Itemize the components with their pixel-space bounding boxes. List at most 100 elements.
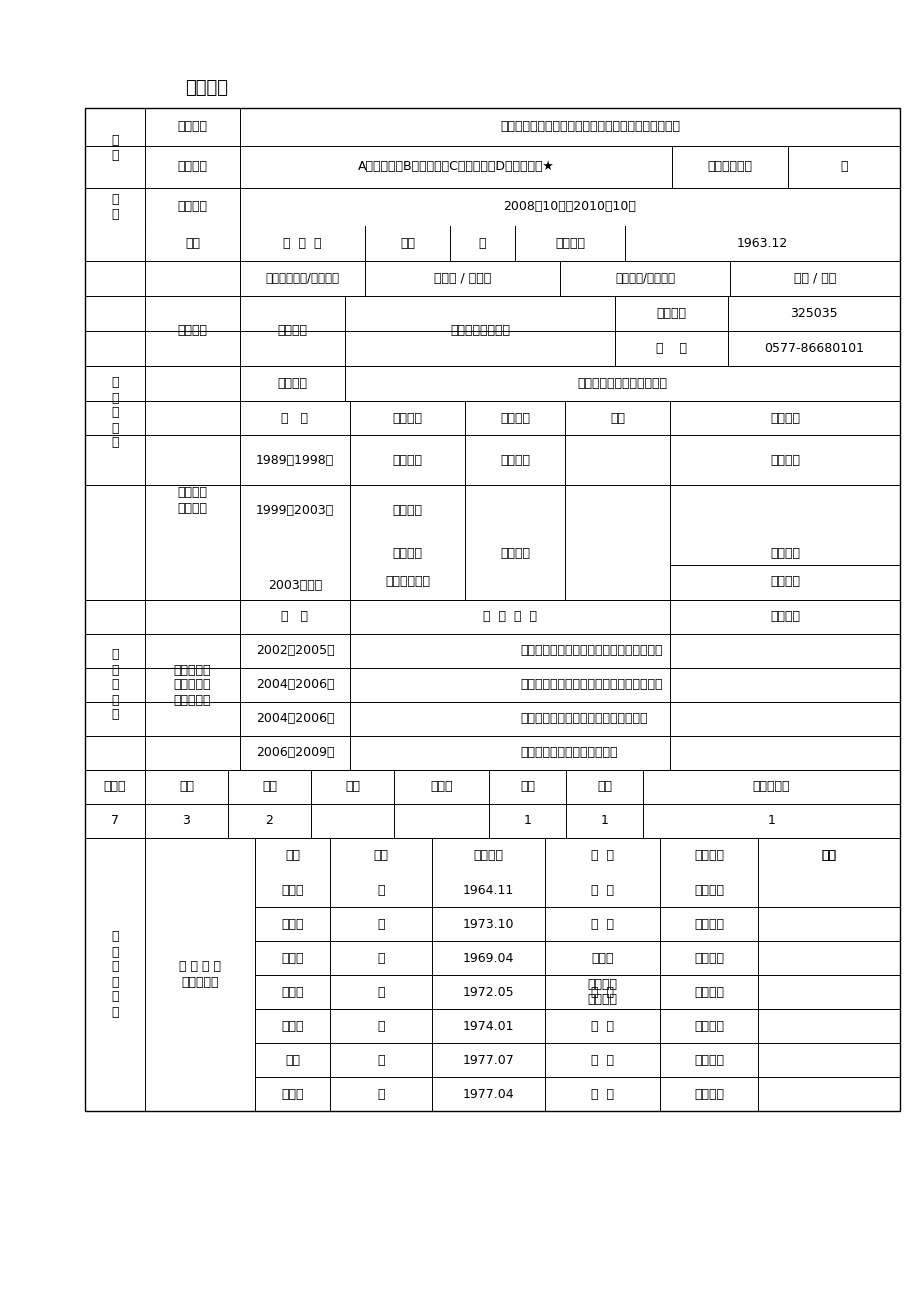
Text: 浙江省温州市茶山高教园区: 浙江省温州市茶山高教园区 (577, 378, 667, 391)
Text: 主 要 成 员
不含主持人: 主 要 成 员 不含主持人 (179, 961, 221, 988)
Text: 获奖情况: 获奖情况 (769, 611, 800, 624)
Text: 专业技术职务/行政职务: 专业技术职务/行政职务 (266, 272, 339, 285)
Text: 所在单位: 所在单位 (769, 411, 800, 424)
Text: 男: 男 (377, 1087, 384, 1100)
Text: 1977.04: 1977.04 (462, 1087, 514, 1100)
Text: 男: 男 (377, 1053, 384, 1066)
Text: 温州机电产品制造装备现状及开发潜力调查: 温州机电产品制造装备现状及开发潜力调查 (519, 644, 662, 658)
Text: 高  工: 高 工 (590, 1019, 613, 1032)
Text: 简
况: 简 况 (111, 193, 119, 221)
Text: 否: 否 (839, 160, 846, 173)
Text: 南秀蓉: 南秀蓉 (281, 884, 303, 897)
Text: 时   间: 时 间 (281, 611, 308, 624)
Text: 温州工校: 温州工校 (769, 453, 800, 466)
Text: 3: 3 (182, 815, 190, 828)
Text: 吴  百  中: 吴 百 中 (283, 237, 322, 250)
Text: 温州职业
技术学院: 温州职业 技术学院 (587, 978, 617, 1006)
Text: 博  士: 博 士 (590, 1053, 613, 1066)
Text: 电    话: 电 话 (655, 342, 686, 355)
Text: 专题研究: 专题研究 (693, 884, 723, 897)
Text: 高职学生: 高职学生 (499, 547, 529, 560)
Text: 性别: 性别 (400, 237, 414, 250)
Text: 分工: 分工 (821, 849, 835, 862)
Text: 液压气动技术: 液压气动技术 (384, 575, 429, 589)
Text: 总人数: 总人数 (104, 780, 126, 793)
Text: 1973.10: 1973.10 (462, 918, 514, 931)
Text: 温州职业: 温州职业 (769, 547, 800, 560)
Text: 校企合作开放式办学特色研究: 校企合作开放式办学特色研究 (519, 746, 617, 759)
Text: 姓名: 姓名 (285, 849, 300, 862)
Text: 所在学校: 所在学校 (177, 324, 208, 337)
Text: 博士后: 博士后 (430, 780, 452, 793)
Text: 1974.01: 1974.01 (462, 1019, 514, 1032)
Text: 7: 7 (111, 815, 119, 828)
Text: 学士 / 中国: 学士 / 中国 (793, 272, 835, 285)
Text: 游震洲: 游震洲 (281, 952, 303, 965)
Text: 325035: 325035 (789, 307, 837, 320)
Text: 女: 女 (377, 884, 384, 897)
Bar (85, 108, 899, 1111)
Text: 副教授 / 系主任: 副教授 / 系主任 (434, 272, 491, 285)
Text: 胡道春: 胡道春 (281, 1087, 303, 1100)
Text: 项目名称: 项目名称 (177, 121, 208, 134)
Text: 初级: 初级 (345, 780, 359, 793)
Text: 工作单位: 工作单位 (693, 849, 723, 862)
Text: 讲  师: 讲 师 (590, 918, 613, 931)
Text: 男: 男 (377, 986, 384, 999)
Text: 1972.05: 1972.05 (462, 986, 514, 999)
Text: 温州职业技术学院: 温州职业技术学院 (449, 324, 509, 337)
Text: 签章: 签章 (821, 849, 835, 862)
Text: 机械制图: 机械制图 (392, 504, 422, 517)
Text: 专题研究: 专题研究 (693, 986, 723, 999)
Text: 机械制图: 机械制图 (392, 453, 422, 466)
Text: 褚建忠: 褚建忠 (281, 1019, 303, 1032)
Text: 博士: 博士 (519, 780, 535, 793)
Text: 2006至2009年: 2006至2009年 (255, 746, 334, 759)
Text: 何庆稀: 何庆稀 (281, 986, 303, 999)
Text: 男: 男 (478, 237, 486, 250)
Text: 通讯地址: 通讯地址 (278, 378, 307, 391)
Text: 1963.12: 1963.12 (736, 237, 788, 250)
Text: 主要教学
工作简历: 主要教学 工作简历 (177, 487, 208, 514)
Text: 专题研究: 专题研究 (693, 1087, 723, 1100)
Text: 机械制图: 机械制图 (392, 547, 422, 560)
Text: 1977.07: 1977.07 (462, 1053, 514, 1066)
Text: 姓名: 姓名 (185, 237, 199, 250)
Text: 潘淑微: 潘淑微 (281, 918, 303, 931)
Text: 2002至2005年: 2002至2005年 (255, 644, 334, 658)
Text: 邮政编码: 邮政编码 (656, 307, 686, 320)
Text: 中专学生: 中专学生 (499, 453, 529, 466)
Text: 硕  士: 硕 士 (590, 1087, 613, 1100)
Text: 高  工: 高 工 (590, 884, 613, 897)
Text: 时   间: 时 间 (281, 411, 308, 424)
Text: 1: 1 (600, 815, 607, 828)
Text: 项
目
主
持
人: 项 目 主 持 人 (111, 376, 119, 449)
Text: 2004至2006年: 2004至2006年 (255, 678, 334, 691)
Text: 2004至2006年: 2004至2006年 (255, 712, 334, 725)
Text: 是否招标项目: 是否招标项目 (707, 160, 752, 173)
Text: 1989至1998年: 1989至1998年 (255, 453, 334, 466)
Text: 起止年月: 起止年月 (177, 201, 208, 214)
Text: 性别: 性别 (373, 849, 388, 862)
Text: 专题研究: 专题研究 (693, 1019, 723, 1032)
Text: 1: 1 (766, 815, 775, 828)
Text: 0577-86680101: 0577-86680101 (763, 342, 863, 355)
Text: 课程名称: 课程名称 (392, 411, 422, 424)
Text: A、总体研究B、专业大类C、教学管理D、自选项目★: A、总体研究B、专业大类C、教学管理D、自选项目★ (357, 160, 554, 173)
Text: 专题研究: 专题研究 (693, 1053, 723, 1066)
Text: 鹿城区机械制造业的现状、发展方向与对策: 鹿城区机械制造业的现状、发展方向与对策 (519, 678, 662, 691)
Text: 女: 女 (377, 918, 384, 931)
Text: 专题研究: 专题研究 (693, 918, 723, 931)
Text: 项目类别: 项目类别 (177, 160, 208, 173)
Text: 项
目
主
持
人: 项 目 主 持 人 (111, 648, 119, 721)
Text: 2003年至今: 2003年至今 (267, 579, 322, 592)
Text: 硕士: 硕士 (596, 780, 611, 793)
Text: 高斌: 高斌 (285, 1053, 300, 1066)
Text: 最终学位/授予国家: 最终学位/授予国家 (614, 272, 675, 285)
Text: 项
目
主
持
单
位: 项 目 主 持 单 位 (111, 931, 119, 1018)
Text: 1: 1 (523, 815, 531, 828)
Text: 参加单位数: 参加单位数 (752, 780, 789, 793)
Text: 一、简表: 一、简表 (185, 79, 228, 98)
Text: 专题研究: 专题研究 (693, 952, 723, 965)
Text: 1964.11: 1964.11 (462, 884, 514, 897)
